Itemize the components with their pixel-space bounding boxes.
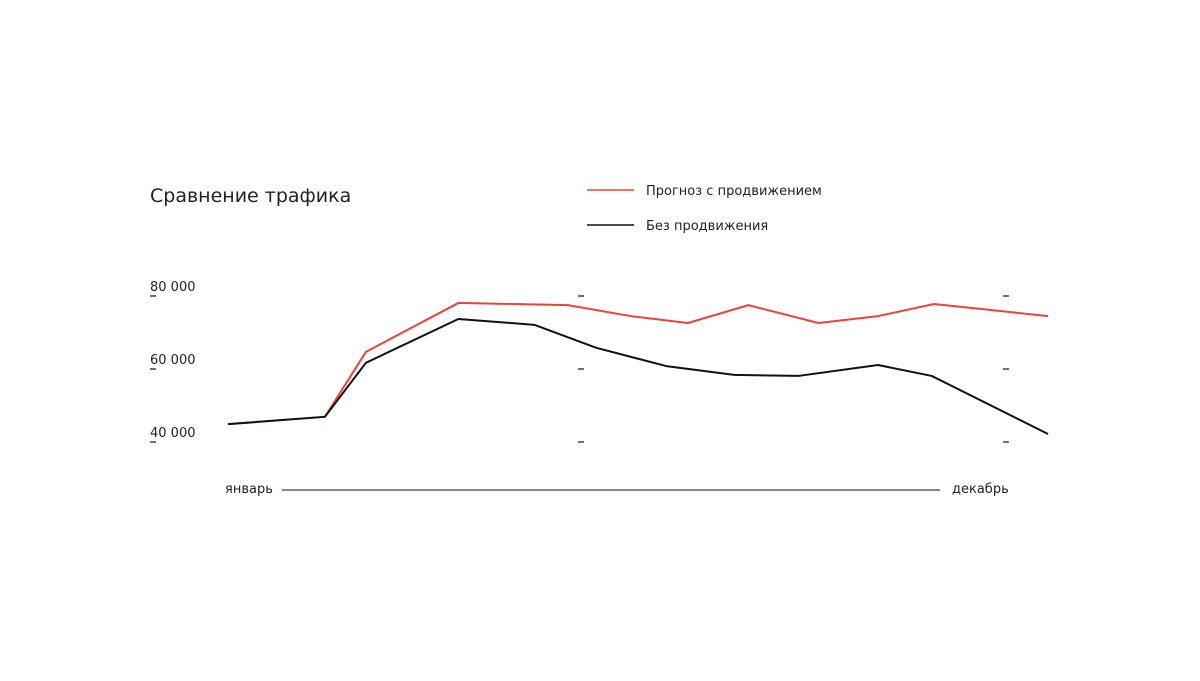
series-line [227, 317, 1049, 435]
y-tick-label: 60 000 [150, 353, 196, 368]
series-line [227, 301, 1049, 426]
chart-title: Сравнение трафика [150, 185, 351, 207]
y-tick-label: 80 000 [150, 280, 196, 295]
legend-label: Прогноз с продвижением [646, 184, 822, 199]
legend-label: Без продвижения [646, 219, 768, 234]
y-tick-label: 40 000 [150, 426, 196, 441]
x-axis-start-label: январь [225, 482, 273, 497]
x-axis-end-label: декабрь [952, 482, 1009, 497]
